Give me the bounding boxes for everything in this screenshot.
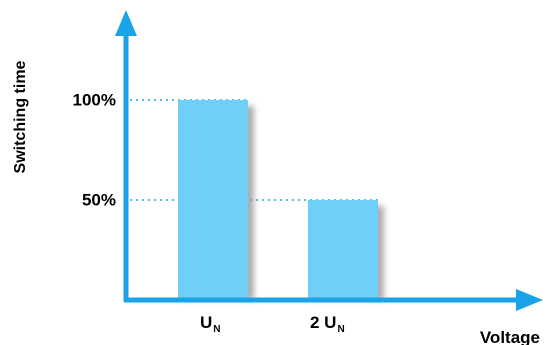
bar-un	[178, 100, 248, 300]
bar-2un	[308, 200, 378, 300]
x-axis-arrowhead	[516, 289, 543, 311]
y-axis-arrowhead	[115, 10, 137, 36]
xtick-label-2un: 2 UN	[310, 313, 345, 335]
xtick-label-2un-main: 2 U	[310, 313, 336, 332]
x-axis-title: Voltage	[480, 328, 540, 345]
xtick-label-un: UN	[200, 313, 221, 335]
y-axis-title: Switching time	[12, 60, 29, 173]
xtick-label-un-sub: N	[213, 324, 220, 335]
ytick-label-100: 100%	[73, 90, 116, 109]
ytick-label-50: 50%	[82, 190, 116, 209]
xtick-label-2un-sub: N	[337, 324, 344, 335]
xtick-label-un-main: U	[200, 313, 212, 332]
